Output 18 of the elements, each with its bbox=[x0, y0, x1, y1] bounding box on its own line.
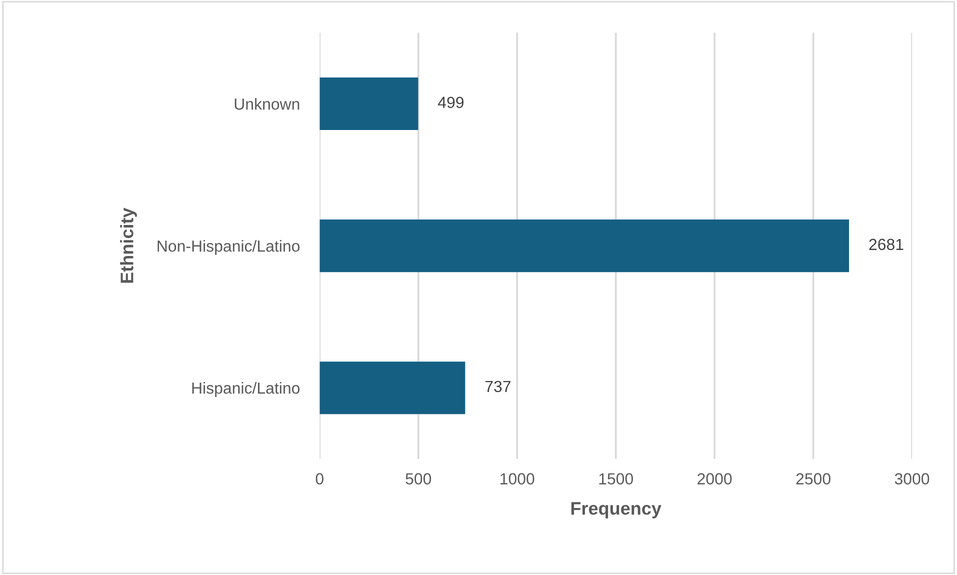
x-axis-title: Frequency bbox=[571, 502, 662, 518]
x-tick-label: 0 bbox=[316, 473, 324, 484]
x-tick-label: 2000 bbox=[698, 473, 732, 484]
y-tick-label: Non-Hispanic/Latino bbox=[158, 240, 300, 255]
data-label: 737 bbox=[485, 380, 510, 392]
y-axis-title: Ethnicity bbox=[120, 208, 137, 283]
data-label: 499 bbox=[438, 96, 464, 108]
x-tick-label: 1500 bbox=[599, 473, 633, 484]
bar bbox=[320, 220, 850, 272]
x-tick-label: 500 bbox=[406, 473, 432, 484]
data-label: 2681 bbox=[869, 238, 904, 250]
x-tick-label: 3000 bbox=[894, 473, 930, 484]
x-tick-label: 2500 bbox=[796, 473, 830, 484]
x-tick-label: 1000 bbox=[500, 473, 534, 484]
y-tick-label: Hispanic/Latino bbox=[192, 382, 300, 397]
bar bbox=[320, 78, 418, 130]
bar bbox=[320, 362, 466, 414]
y-tick-label: Unknown bbox=[234, 98, 300, 110]
